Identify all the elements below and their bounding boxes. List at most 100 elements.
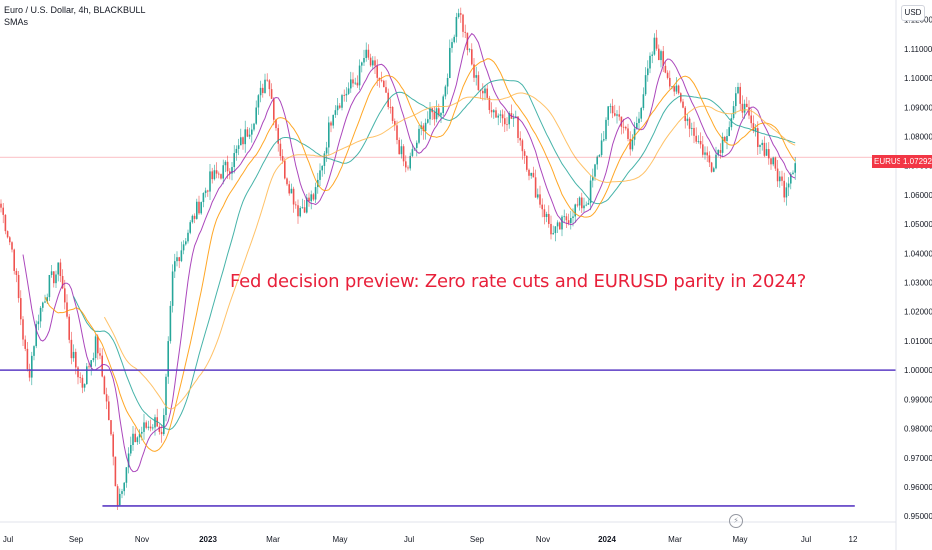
candle-body: [48, 274, 51, 298]
candle-body: [763, 142, 766, 156]
candle-body: [396, 125, 398, 140]
candle-body: [42, 302, 44, 308]
candle-body: [686, 118, 689, 122]
candle-body: [473, 64, 475, 78]
candle-body: [409, 155, 411, 169]
candle-body: [743, 103, 746, 113]
candle-body: [680, 93, 682, 102]
horizontal-lines: [0, 369, 896, 507]
candle-body: [726, 136, 728, 141]
sma-lines: [22, 32, 796, 473]
candle-body: [167, 341, 169, 377]
candle-body: [449, 47, 451, 79]
candle-body: [189, 222, 191, 233]
indicator-label[interactable]: SMAs: [4, 17, 29, 27]
candle-body: [193, 215, 196, 219]
candle-body: [72, 351, 75, 359]
candle-body: [242, 137, 244, 145]
candle-body: [33, 346, 35, 356]
candle-body: [530, 172, 532, 176]
x-tick-label: May: [332, 535, 347, 544]
candle-body: [374, 60, 376, 66]
candle-body: [565, 216, 568, 221]
candle-body: [537, 194, 539, 198]
candle-body: [141, 431, 143, 434]
candle-body: [97, 336, 99, 354]
candle-body: [361, 62, 363, 66]
candle-body: [622, 126, 625, 128]
candle-body: [545, 213, 548, 217]
candle-body: [143, 422, 145, 432]
candle-body: [165, 376, 167, 416]
candle-body: [482, 90, 484, 94]
candle-body: [664, 65, 667, 73]
candle-body: [523, 151, 526, 156]
candle-body: [185, 241, 187, 245]
candle-body: [257, 95, 260, 108]
candle-body: [174, 261, 176, 272]
candle-body: [501, 114, 504, 119]
symbol-title[interactable]: Euro / U.S. Dollar, 4h, BLACKBULL: [4, 5, 146, 15]
y-tick-label: 1.02000: [904, 308, 932, 317]
candle-body: [585, 204, 587, 206]
y-tick-label: 0.96000: [904, 483, 932, 492]
candle-body: [429, 108, 431, 120]
candle-body: [651, 54, 653, 56]
candle-body: [708, 155, 711, 163]
candle-body: [699, 140, 702, 145]
candle-body: [116, 486, 119, 506]
candle-body: [365, 49, 367, 59]
candle-body: [636, 123, 638, 129]
candle-body: [224, 161, 227, 166]
candle-body: [389, 106, 392, 108]
candle-body: [152, 427, 154, 429]
candle-body: [475, 75, 477, 78]
candle-body: [233, 153, 235, 168]
candle-body: [196, 201, 198, 219]
candle-body: [253, 123, 255, 130]
x-tick-label: 2024: [598, 535, 616, 544]
candle-body: [171, 271, 174, 306]
candle-body: [460, 13, 462, 15]
candle-body: [765, 149, 768, 156]
candle-body: [512, 117, 515, 119]
candle-body: [235, 148, 238, 154]
candle-body: [198, 201, 200, 214]
candle-body: [248, 134, 251, 137]
candle-body: [695, 135, 697, 142]
candle-body: [110, 420, 112, 435]
x-tick-label: Jul: [801, 535, 811, 544]
candle-body: [563, 216, 565, 218]
candle-body: [277, 128, 279, 144]
candle-body: [647, 68, 649, 76]
candle-body: [794, 163, 796, 173]
candle-body: [508, 113, 510, 125]
candle-body: [785, 187, 788, 198]
candle-body: [28, 369, 31, 378]
candle-body: [191, 215, 194, 223]
time-axis: Jul Sep Nov 2023 Mar May Jul Sep Nov 2024 Mar May Ju…: [3, 535, 858, 544]
candle-body: [486, 88, 488, 98]
candle-body: [462, 14, 464, 32]
candle-body: [176, 257, 178, 262]
candle-body: [163, 415, 165, 435]
candle-body: [0, 203, 2, 208]
candle-body: [17, 274, 20, 299]
candle-body: [2, 207, 4, 215]
candle-body: [603, 139, 605, 141]
y-tick-label: 1.03000: [904, 279, 932, 288]
candle-body: [268, 80, 271, 90]
candle-body: [735, 93, 737, 107]
currency-button[interactable]: USD: [901, 5, 925, 21]
candle-body: [202, 193, 205, 203]
x-tick-label: 12: [849, 535, 858, 544]
lightning-icon[interactable]: ⚡: [729, 514, 743, 528]
sma-line: [103, 92, 796, 410]
candle-body: [578, 197, 581, 206]
candle-body: [592, 176, 594, 181]
candle-body: [567, 220, 570, 224]
candle-body: [620, 116, 623, 127]
candle-body: [136, 437, 139, 443]
candle-body: [618, 114, 620, 117]
